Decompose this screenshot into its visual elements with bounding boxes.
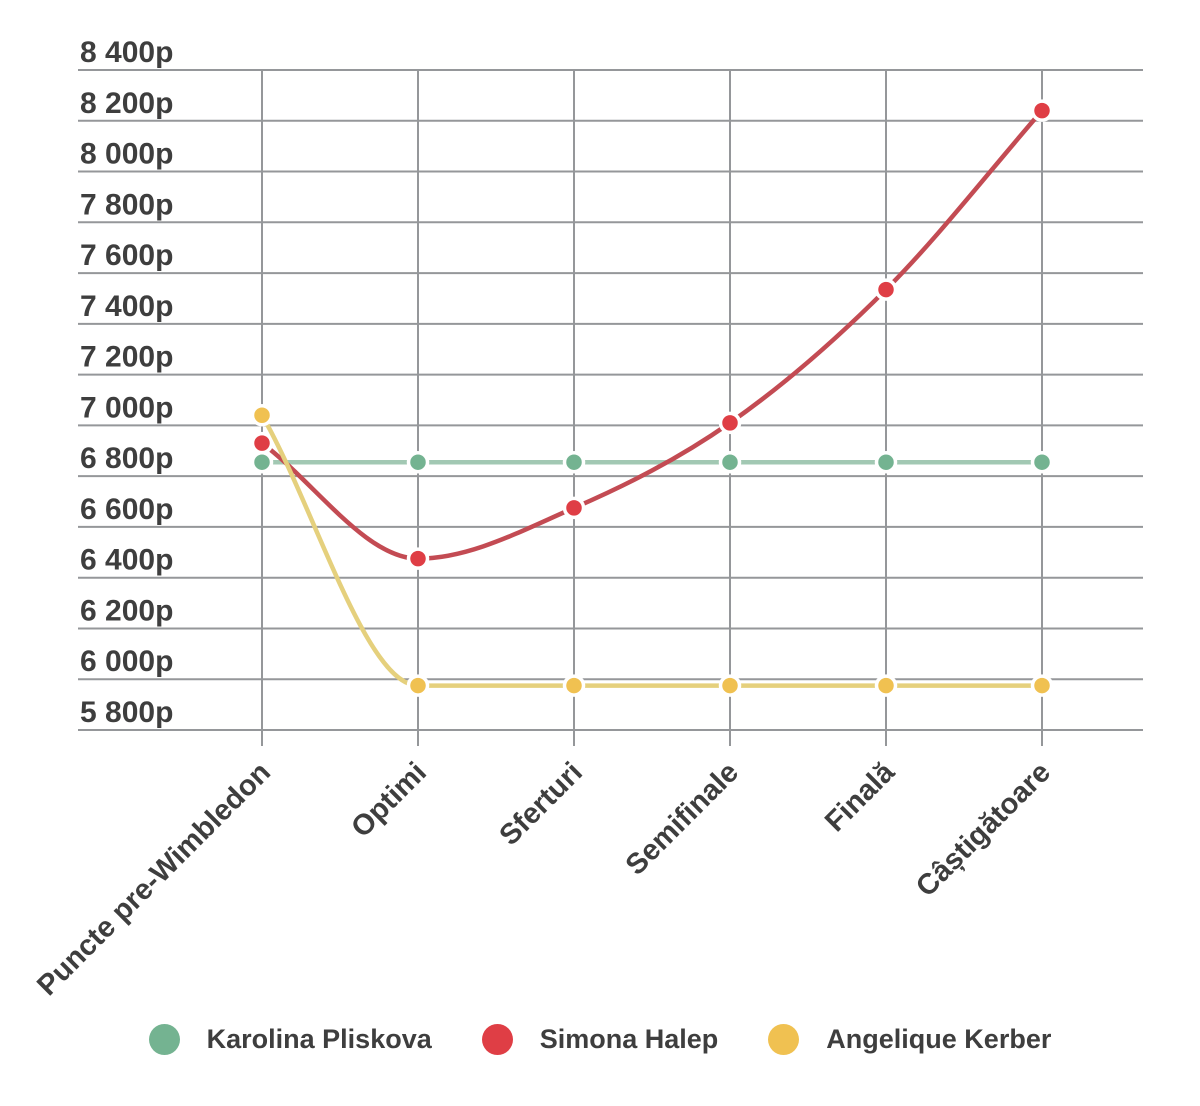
x-axis-tick-label: Optimi [345, 756, 433, 844]
legend: Karolina Pliskova Simona Halep Angelique… [0, 1024, 1200, 1055]
x-axis-tick-label: Sferturi [493, 756, 589, 852]
data-point-simona-halep-2[interactable] [562, 496, 586, 520]
data-point-angelique-kerber-4[interactable] [874, 674, 898, 697]
data-point-simona-halep-5[interactable] [1030, 99, 1054, 122]
y-axis-tick-label: 7 400p [80, 290, 173, 323]
y-axis-tick-label: 7 800p [80, 188, 173, 221]
data-point-karolina-pliskova-5[interactable] [1030, 450, 1054, 474]
y-axis-tick-label: 7 200p [80, 341, 173, 374]
legend-item-angelique-kerber[interactable]: Angelique Kerber [768, 1024, 1051, 1055]
data-point-karolina-pliskova-3[interactable] [718, 450, 742, 474]
data-point-simona-halep-3[interactable] [718, 411, 742, 435]
data-point-angelique-kerber-3[interactable] [718, 674, 742, 697]
legend-item-simona-halep[interactable]: Simona Halep [481, 1024, 719, 1055]
y-axis-tick-label: 7 000p [80, 391, 173, 424]
series-line-angelique-kerber [259, 412, 1045, 688]
legend-marker-icon [148, 1024, 180, 1055]
y-axis-tick-label: 6 400p [80, 544, 173, 577]
y-axis-tick-label: 6 800p [80, 442, 173, 475]
y-axis-tick-label: 8 000p [80, 138, 173, 171]
line-chart: 8 400p 8 200p 8 000p 7 800p 7 600p 7 400p 7 20… [31, 36, 1143, 1002]
x-axis-tick-label: Finală [819, 756, 901, 838]
data-point-simona-halep-4[interactable] [874, 278, 898, 301]
y-axis-tick-label: 6 600p [80, 493, 173, 526]
y-axis-tick-label: 5 800p [80, 696, 173, 729]
data-point-angelique-kerber-1[interactable] [406, 674, 430, 697]
x-axis-tick-label: Câștigătoare [910, 756, 1057, 903]
legend-marker-icon [481, 1024, 513, 1055]
y-axis-tick-label: 8 400p [80, 36, 173, 69]
data-point-karolina-pliskova-1[interactable] [406, 450, 430, 474]
y-axis-tick-label: 6 000p [80, 645, 173, 678]
data-point-karolina-pliskova-4[interactable] [874, 450, 898, 474]
data-point-karolina-pliskova-2[interactable] [562, 450, 586, 474]
data-point-simona-halep-0[interactable] [250, 431, 274, 455]
y-axis-tick-label: 8 200p [80, 87, 173, 120]
legend-marker-icon [768, 1024, 800, 1055]
data-point-angelique-kerber-5[interactable] [1030, 674, 1054, 697]
series-line-simona-halep [259, 108, 1045, 561]
data-point-angelique-kerber-0[interactable] [250, 403, 274, 427]
data-point-angelique-kerber-2[interactable] [562, 674, 586, 697]
legend-label: Karolina Pliskova [206, 1024, 432, 1054]
legend-label: Simona Halep [539, 1024, 719, 1054]
x-axis-tick-label: Puncte pre-Wimbledon [31, 756, 277, 1002]
data-point-karolina-pliskova-0[interactable] [250, 450, 274, 474]
data-point-simona-halep-1[interactable] [406, 547, 430, 570]
legend-label: Angelique Kerber [826, 1024, 1052, 1054]
x-axis-tick-label: Semifinale [620, 756, 745, 881]
y-axis-tick-label: 7 600p [80, 239, 173, 272]
y-axis-tick-label: 6 200p [80, 594, 173, 627]
legend-item-karolina-pliskova[interactable]: Karolina Pliskova [148, 1024, 432, 1055]
